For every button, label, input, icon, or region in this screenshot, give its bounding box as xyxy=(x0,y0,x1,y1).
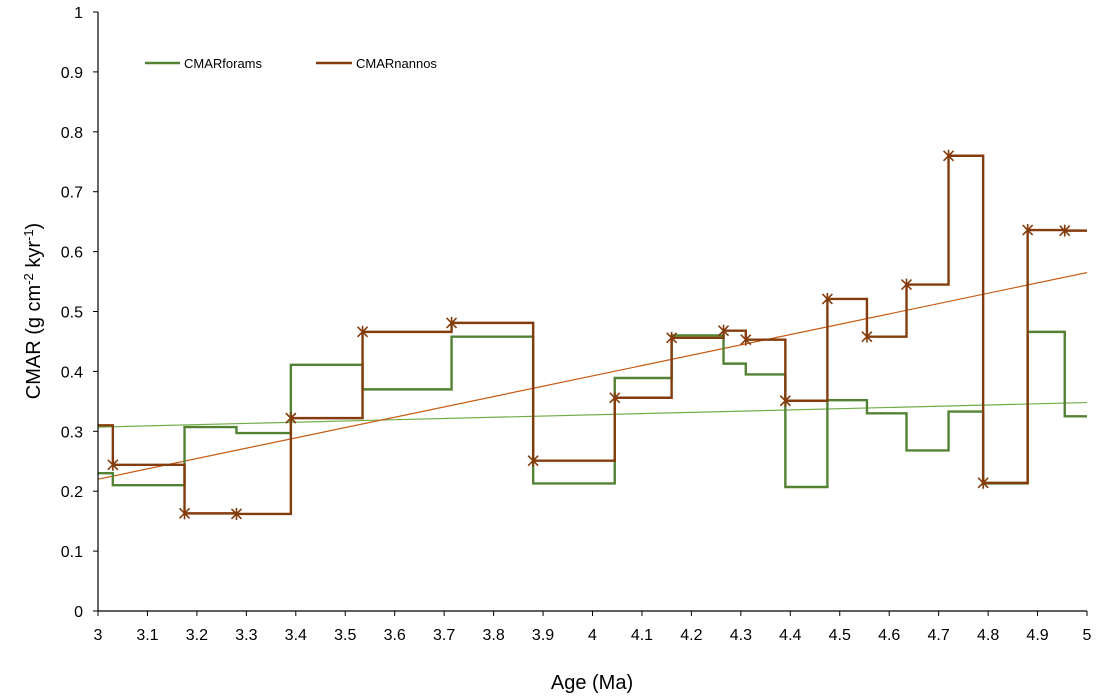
y-axis-title-sup1: -2 xyxy=(21,273,36,285)
trendlines xyxy=(97,271,1088,480)
data-point-marker xyxy=(740,333,752,346)
data-point-marker xyxy=(977,476,989,489)
y-axis-title: CMAR (g cm-2 kyr-1) xyxy=(21,223,46,399)
data-point-marker xyxy=(717,324,730,337)
data-point-marker xyxy=(1022,224,1034,237)
x-tick-label: 4.1 xyxy=(631,627,653,644)
x-tick-label: 3.4 xyxy=(285,627,307,644)
y-tick-label: 0.5 xyxy=(61,305,83,322)
data-point-marker xyxy=(942,149,955,162)
x-tick-label: 4.8 xyxy=(977,627,999,644)
series-lines xyxy=(98,154,1087,516)
y-axis-title-end: ) xyxy=(23,223,45,230)
x-tick-label: 3 xyxy=(94,627,103,644)
data-point-marker xyxy=(779,394,791,407)
x-tick-label: 4 xyxy=(588,627,597,644)
x-tick-label: 3.6 xyxy=(384,627,406,644)
data-point-marker xyxy=(230,507,243,520)
y-tick-label: 0.3 xyxy=(61,424,83,441)
data-point-marker xyxy=(1059,224,1071,237)
data-point-marker xyxy=(609,391,621,404)
y-tick-label: 0.6 xyxy=(61,245,83,262)
data-point-marker xyxy=(178,507,191,520)
trendline-nannos xyxy=(97,271,1088,480)
x-tick-label: 3.3 xyxy=(235,627,257,644)
y-tick-label: 1 xyxy=(74,5,83,22)
legend-label-nannos: CMARnannos xyxy=(356,56,437,71)
x-tick-label: 3.7 xyxy=(433,627,455,644)
legend-label-forams: CMARforams xyxy=(184,56,263,71)
y-axis-title-base: CMAR (g cm xyxy=(23,285,45,399)
data-point-marker xyxy=(446,316,458,329)
y-tick-label: 0.1 xyxy=(61,544,83,561)
data-point-marker xyxy=(821,292,833,305)
data-point-marker xyxy=(861,330,873,343)
x-tick-label: 5 xyxy=(1083,627,1092,644)
data-point-marker xyxy=(285,412,297,425)
y-axis-title-sup2: -1 xyxy=(21,229,36,241)
data-point-marker xyxy=(666,331,678,344)
y-axis-ticks: 0 0.1 0.2 0.3 0.4 0.5 0.6 0.7 0.8 0.9 1 xyxy=(61,5,98,621)
x-tick-label: 3.1 xyxy=(136,627,158,644)
y-tick-label: 0.7 xyxy=(61,185,83,202)
x-tick-label: 4.6 xyxy=(878,627,900,644)
trendline-forams xyxy=(97,401,1088,428)
x-tick-label: 4.5 xyxy=(829,627,851,644)
series-line-forams xyxy=(98,330,1087,489)
x-tick-label: 4.3 xyxy=(730,627,752,644)
y-tick-label: 0 xyxy=(74,604,83,621)
plot-area xyxy=(97,149,1088,520)
y-tick-label: 0.9 xyxy=(61,65,83,82)
x-tick-label: 3.8 xyxy=(482,627,504,644)
x-tick-label: 3.5 xyxy=(334,627,356,644)
data-point-marker xyxy=(527,454,539,467)
x-tick-label: 4.9 xyxy=(1026,627,1048,644)
x-tick-label: 4.2 xyxy=(680,627,702,644)
x-tick-label: 3.9 xyxy=(532,627,554,644)
legend: CMARforams CMARnannos xyxy=(145,56,437,71)
data-point-marker xyxy=(107,458,119,471)
x-axis-title: Age (Ma) xyxy=(551,672,633,694)
data-point-marker xyxy=(356,325,369,338)
x-tick-label: 4.4 xyxy=(779,627,801,644)
x-tick-label: 4.7 xyxy=(928,627,950,644)
series-line-nannos xyxy=(98,154,1087,516)
data-point-marker xyxy=(900,278,913,291)
y-tick-label: 0.8 xyxy=(61,125,83,142)
y-tick-label: 0.4 xyxy=(61,364,83,381)
x-axis-ticks: 3 3.1 3.2 3.3 3.4 3.5 3.6 3.7 3.8 3.9 4 4.1 4.2 4.3 4.… xyxy=(94,611,1092,644)
x-tick-label: 3.2 xyxy=(186,627,208,644)
series-markers xyxy=(107,149,1071,520)
y-axis-title-mid: kyr xyxy=(23,241,45,274)
y-tick-label: 0.2 xyxy=(61,484,83,501)
